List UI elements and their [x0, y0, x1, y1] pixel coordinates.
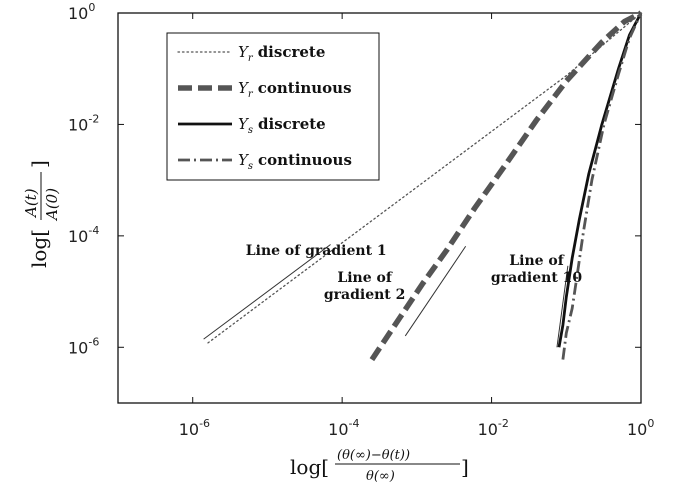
- y-tick-label-base: 10: [68, 227, 88, 246]
- x-axis-title: log[ (θ(∞)−θ(t)) θ(∞) ]: [290, 448, 469, 484]
- x-axis-title-prefix: log[: [290, 455, 329, 479]
- y-axis-title-prefix: log[: [27, 229, 51, 268]
- series-group: [207, 10, 643, 362]
- series-line-1: [207, 12, 642, 344]
- legend-entry-1: Yr discrete: [238, 43, 325, 64]
- x-tick-label: 10-6: [179, 417, 210, 439]
- legend: Yr discrete Yr continuous Ys discrete Ys contin…: [166, 32, 380, 181]
- series-line-2: [369, 10, 643, 362]
- legend-entry-2: Yr continuous: [238, 79, 352, 100]
- series-line-4: [561, 12, 643, 360]
- gradient-10-reference-line: [556, 265, 569, 348]
- y-axis-title: log[ A(t) A(0) ]: [22, 160, 61, 268]
- x-tick-label-base: 10: [328, 420, 348, 439]
- y-tick-label-exp: 0: [88, 1, 95, 14]
- x-tick-label-base: 10: [179, 420, 199, 439]
- y-tick-label-exp: -4: [88, 224, 99, 237]
- annotation-line: gradient 10: [491, 270, 583, 286]
- legend-box: [166, 32, 380, 181]
- annotation-line: gradient 2: [324, 287, 406, 303]
- y-axis-title-numerator: A(t): [22, 188, 40, 219]
- y-axis-title-suffix: ]: [27, 160, 51, 168]
- legend-entry-4: Ys continuous: [238, 151, 352, 172]
- x-tick-label-exp: 0: [647, 417, 654, 430]
- y-axis-title-denominator: A(0): [43, 188, 61, 222]
- y-tick-label-base: 10: [68, 115, 88, 134]
- y-tick-label: 10-2: [68, 112, 99, 134]
- x-tick-label: 10-2: [478, 417, 509, 439]
- gradient-1-reference-line: [203, 244, 331, 340]
- y-tick-label: 10-4: [68, 224, 99, 246]
- annotation-line: Line of: [509, 253, 564, 269]
- x-axis-title-denominator: θ(∞): [366, 469, 395, 484]
- y-tick-label: 10-6: [68, 335, 99, 357]
- x-tick-label: 100: [627, 417, 654, 439]
- x-tick-label-base: 10: [627, 420, 647, 439]
- reference-lines: [203, 244, 569, 348]
- gradient-2-reference-line: [404, 246, 467, 337]
- x-tick-label-exp: -4: [349, 417, 360, 430]
- x-axis-title-suffix: ]: [461, 455, 469, 479]
- x-tick-label: 10-4: [328, 417, 359, 439]
- y-tick-label-base: 10: [68, 338, 88, 357]
- legend-entry-3: Ys discrete: [238, 115, 326, 136]
- y-tick-label-exp: -2: [88, 112, 99, 125]
- x-tick-label-base: 10: [478, 420, 498, 439]
- y-tick-label-exp: -6: [88, 335, 99, 348]
- y-tick-label-base: 10: [68, 4, 88, 23]
- annotation-line: Line of: [337, 270, 392, 286]
- annotation-line: Line of gradient 1: [246, 243, 387, 259]
- x-tick-label-exp: -6: [199, 417, 210, 430]
- annotation-3: Line of gradient 10: [491, 253, 583, 286]
- x-axis-title-numerator: (θ(∞)−θ(t)): [337, 448, 410, 463]
- annotation-2: Line of gradient 2: [324, 270, 406, 303]
- x-tick-label-exp: -2: [498, 417, 509, 430]
- y-tick-label: 100: [68, 1, 95, 23]
- annotation-1: Line of gradient 1: [246, 243, 387, 259]
